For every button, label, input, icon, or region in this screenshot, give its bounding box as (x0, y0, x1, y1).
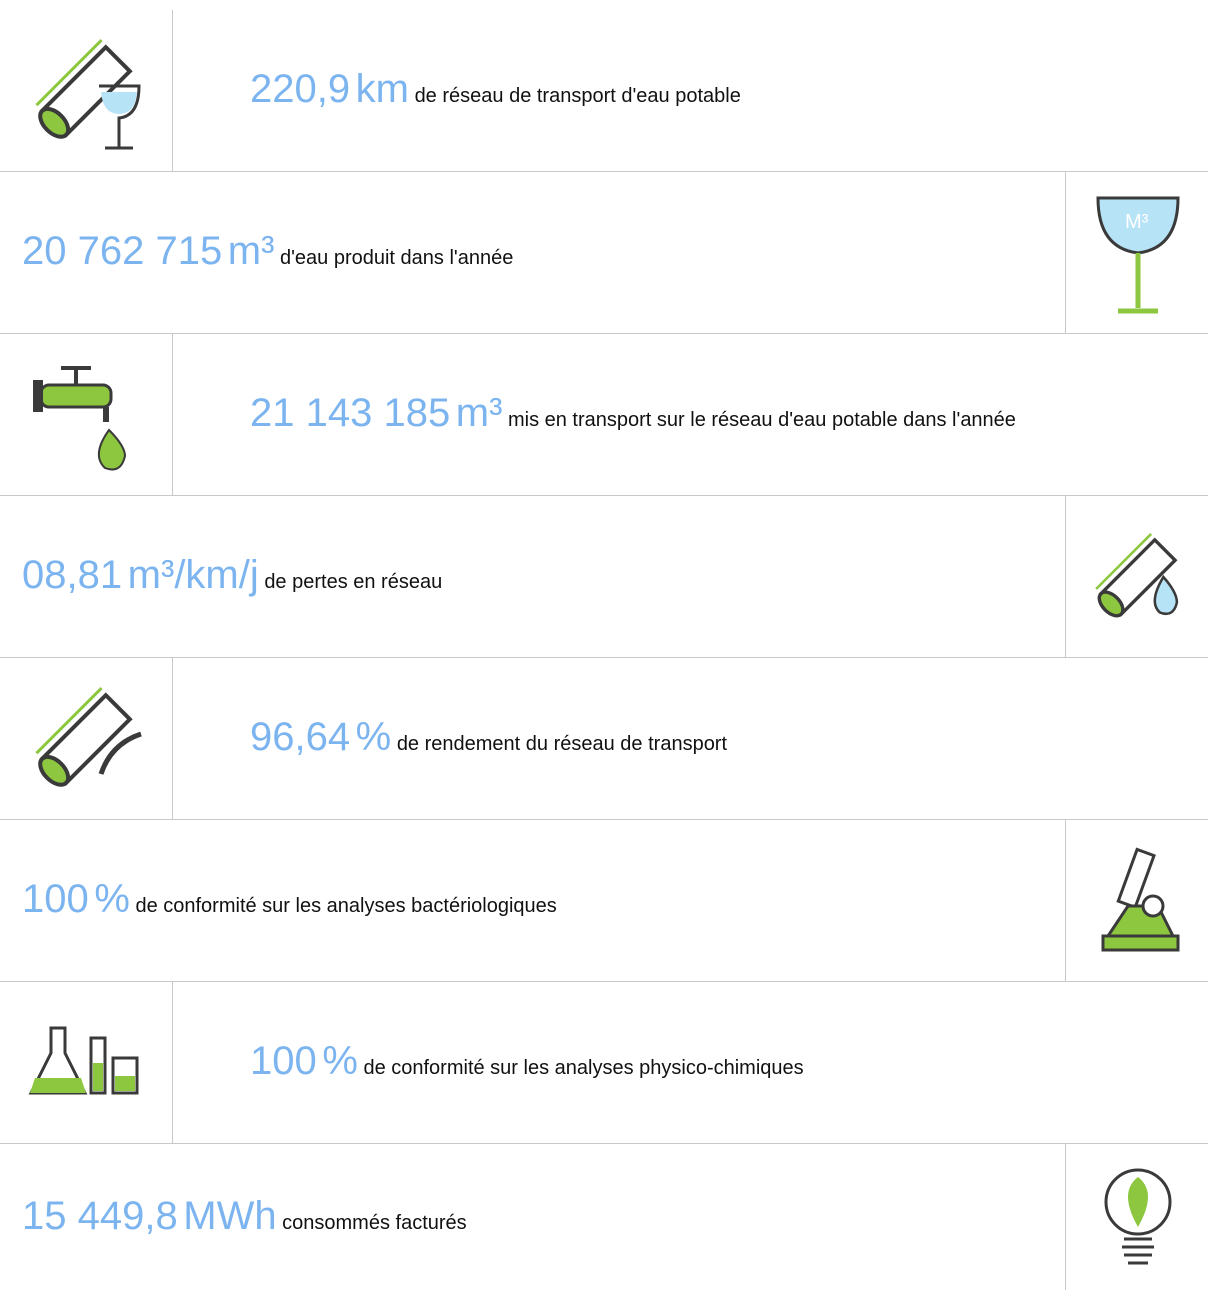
icon-shape (1127, 1177, 1148, 1227)
icon-shape (99, 84, 141, 149)
figure-unit: MWh (183, 1193, 277, 1238)
icon (0, 10, 173, 171)
icon-shape (1094, 532, 1177, 617)
icon-shape (98, 427, 127, 470)
figure-text: 96,64 % de rendement du réseau de transp… (250, 658, 1200, 819)
figure-unit: m³/km/j (127, 553, 259, 597)
figure-row: 100 % de conformité sur les analyses phy… (0, 982, 1208, 1144)
figure-value: 08,81 (22, 553, 123, 597)
figure-line: 08,81 m³/km/j de pertes en réseau (22, 555, 1048, 598)
icon-shape (1097, 589, 1125, 617)
figure-value: 100 (250, 1039, 317, 1083)
icon-shape (1153, 574, 1178, 615)
icon-shape (1104, 1168, 1171, 1265)
figure-value: 15 449,8 (22, 1193, 178, 1238)
icon-shape (30, 1077, 86, 1093)
icon-glyph: M³ (1125, 211, 1149, 233)
icon (0, 658, 173, 819)
icon-shape (38, 754, 71, 787)
figure-line: 100 % de conformité sur les analyses bac… (22, 879, 1048, 922)
figure-value: 21 143 185 (250, 391, 451, 435)
icon-shape (35, 38, 141, 149)
icon-shape (1101, 847, 1179, 951)
figure-value: 100 (22, 877, 89, 921)
icon-shape (28, 1026, 139, 1094)
figure-line: 100 % de conformité sur les analyses phy… (250, 1041, 1200, 1084)
icon (1065, 1144, 1208, 1290)
icon-shape (98, 731, 142, 775)
figure-text: 20 762 715 m³ d'eau produit dans l'année (22, 172, 1048, 333)
icon-shape (1121, 1237, 1154, 1265)
figure-unit: km (355, 67, 409, 111)
figure-text: 100 % de conformité sur les analyses phy… (250, 982, 1200, 1143)
icon (0, 982, 173, 1143)
icon-shape (35, 38, 133, 139)
icon-shape (1117, 252, 1158, 313)
icon-shape (35, 686, 142, 787)
figure-row: 220,9 km de réseau de transport d'eau po… (0, 10, 1208, 172)
figure-text: 21 143 185 m³ mis en transport sur le ré… (250, 334, 1200, 495)
icon-shape (61, 365, 91, 385)
figure-row: M³ 20 762 715 m³ d'eau produit dans l'ann… (0, 172, 1208, 334)
icon-shape (1094, 532, 1178, 617)
icon-shape (115, 1075, 135, 1091)
figure-value: 220,9 (250, 67, 351, 111)
icon-shape (101, 91, 137, 114)
figure-text: 220,9 km de réseau de transport d'eau po… (250, 10, 1200, 171)
icon-shape (35, 38, 103, 106)
figure-row: 15 449,8 MWh consommés facturés (0, 1144, 1208, 1290)
icon-shape (1101, 934, 1179, 951)
figure-label: d'eau produit dans l'année (279, 247, 514, 269)
figure-line: 96,64 % de rendement du réseau de transp… (250, 717, 1200, 760)
icon: M³ (1065, 172, 1208, 333)
icon-shape (39, 383, 113, 408)
icon-shape (93, 1062, 103, 1091)
figure-unit: % (355, 715, 392, 759)
figure-text: 15 449,8 MWh consommés facturés (22, 1144, 1048, 1290)
icon (0, 334, 173, 495)
icon (1065, 820, 1208, 981)
figure-text: 08,81 m³/km/j de pertes en réseau (22, 496, 1048, 657)
figure-row: 96,64 % de rendement du réseau de transp… (0, 658, 1208, 820)
icon-shape (38, 106, 71, 139)
figure-unit: % (322, 1039, 358, 1083)
icon-shape (35, 686, 133, 787)
icon-shape (1115, 847, 1156, 909)
figure-label: de pertes en réseau (264, 571, 443, 593)
figure-line: 21 143 185 m³ mis en transport sur le ré… (250, 393, 1200, 436)
figure-line: 220,9 km de réseau de transport d'eau po… (250, 69, 1200, 112)
figure-label: de rendement du réseau de transport (396, 733, 728, 755)
figure-label: de conformité sur les analyses bactériol… (135, 895, 557, 917)
figure-text: 100 % de conformité sur les analyses bac… (22, 820, 1048, 981)
figure-unit: m³ (455, 391, 503, 435)
figure-row: 21 143 185 m³ mis en transport sur le ré… (0, 334, 1208, 496)
icon (1065, 496, 1208, 657)
figure-line: 20 762 715 m³ d'eau produit dans l'année (22, 231, 1048, 274)
figure-unit: m³ (227, 229, 275, 273)
icon-shape (1095, 196, 1180, 255)
figure-label: consommés facturés (282, 1211, 467, 1234)
icon-shape: M³ (1095, 196, 1180, 313)
figure-value: 20 762 715 (22, 229, 223, 273)
figure-label: mis en transport sur le réseau d'eau pot… (507, 409, 1016, 431)
icon-shape (1094, 532, 1152, 590)
figure-label: de conformité sur les analyses physico-c… (363, 1057, 804, 1079)
figure-row: 100 % de conformité sur les analyses bac… (0, 820, 1208, 982)
icon-shape (33, 379, 43, 412)
figure-value: 96,64 (250, 715, 351, 759)
icon-shape (33, 365, 127, 470)
figure-row: 08,81 m³/km/j de pertes en réseau (0, 496, 1208, 658)
icon-shape (35, 686, 103, 754)
figure-unit: % (94, 877, 130, 921)
figure-line: 15 449,8 MWh consommés facturés (22, 1196, 1048, 1239)
icon-shape (1141, 894, 1164, 917)
figure-label: de réseau de transport d'eau potable (414, 85, 741, 107)
